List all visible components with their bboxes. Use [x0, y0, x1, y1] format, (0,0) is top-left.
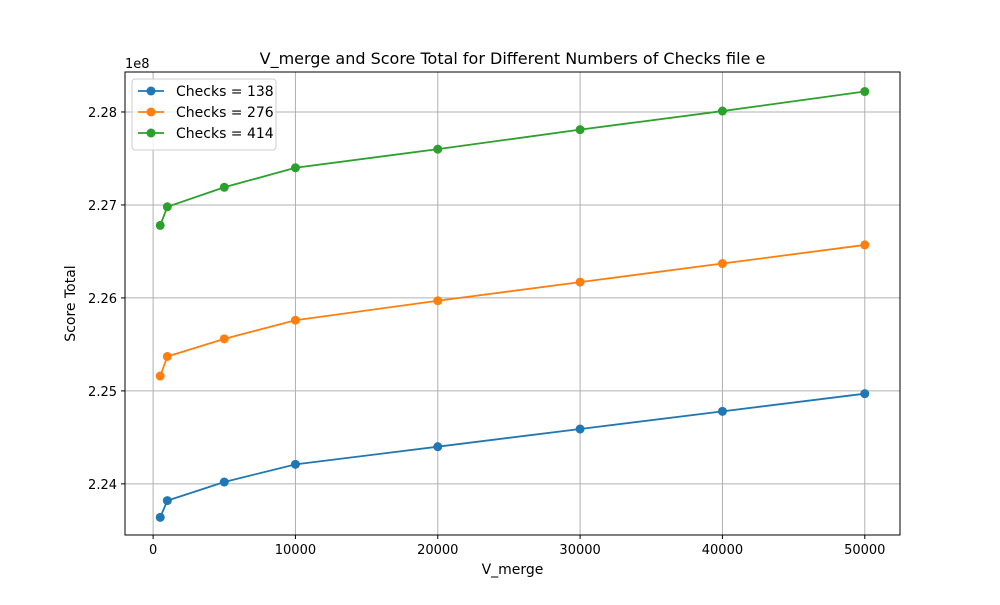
series-line — [159, 392, 865, 518]
series-1 — [155, 389, 870, 522]
x-tick-label: 30000 — [559, 543, 600, 558]
legend: Checks = 138 Checks = 276 Checks = 414 — [131, 78, 277, 151]
legend-item: Checks = 138 — [138, 84, 274, 100]
data-point — [860, 240, 870, 250]
y-offset-label: 1e8 — [125, 57, 150, 72]
x-tick-label: 20000 — [417, 543, 458, 558]
data-point — [860, 389, 870, 399]
data-point — [162, 351, 172, 361]
data-point — [219, 182, 229, 192]
chart-title: V_merge and Score Total for Different Nu… — [260, 49, 766, 69]
legend-item: Checks = 414 — [138, 126, 274, 142]
x-tick-label: 0 — [149, 543, 157, 558]
data-point — [162, 496, 172, 506]
y-tick-label: 2.27 — [88, 199, 117, 214]
data-point — [155, 371, 165, 381]
data-point — [575, 424, 585, 434]
x-tick-label: 50000 — [844, 543, 885, 558]
series-line — [159, 90, 865, 226]
legend-label: Checks = 414 — [176, 126, 274, 142]
data-point — [717, 406, 727, 416]
data-point — [433, 144, 443, 154]
data-point — [290, 459, 300, 469]
legend-box — [131, 78, 277, 151]
data-point — [290, 163, 300, 173]
legend-marker — [146, 128, 156, 138]
legend-marker — [146, 107, 156, 117]
data-point — [290, 315, 300, 325]
series-2 — [155, 240, 870, 381]
data-point — [575, 277, 585, 287]
legend-label: Checks = 276 — [176, 105, 274, 121]
data-point — [155, 220, 165, 230]
data-point — [162, 202, 172, 212]
data-point — [717, 259, 727, 269]
y-tick-label: 2.28 — [88, 106, 117, 121]
data-point — [433, 442, 443, 452]
data-point — [155, 512, 165, 522]
y-tick-label: 2.25 — [88, 385, 117, 400]
y-tick-label: 2.26 — [88, 292, 117, 307]
axis-ticks: 0 10000 20000 30000 40000 50000 2.24 2.25 2.26 2.… — [88, 106, 885, 558]
x-tick-label: 40000 — [702, 543, 743, 558]
x-tick-label: 10000 — [275, 543, 316, 558]
data-point — [860, 87, 870, 97]
legend-marker — [146, 86, 156, 96]
data-point — [433, 296, 443, 306]
data-point — [219, 477, 229, 487]
series-group — [155, 87, 870, 522]
y-tick-label: 2.24 — [88, 478, 117, 493]
series-line — [159, 244, 865, 377]
data-point — [575, 125, 585, 135]
data-point — [717, 106, 727, 116]
data-point — [219, 334, 229, 344]
x-axis-label: V_merge — [482, 562, 544, 578]
plot-area-frame — [124, 71, 901, 536]
legend-label: Checks = 138 — [176, 84, 274, 100]
legend-item: Checks = 276 — [138, 105, 274, 121]
series-3 — [155, 87, 870, 230]
y-axis-label: Score Total — [63, 265, 79, 341]
